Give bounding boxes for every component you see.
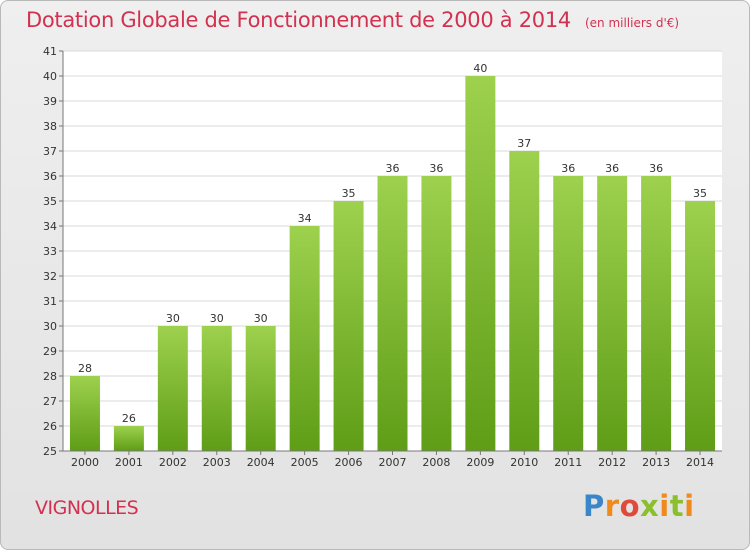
y-tick-label: 34 [43,220,57,233]
data-label: 30 [254,312,268,325]
y-tick-label: 39 [43,95,57,108]
data-label: 35 [342,187,356,200]
y-tick-label: 37 [43,145,57,158]
data-label: 30 [210,312,224,325]
x-tick-label: 2002 [159,456,187,469]
x-tick-label: 2005 [291,456,319,469]
y-tick-label: 32 [43,270,57,283]
y-tick-label: 35 [43,195,57,208]
x-tick-label: 2000 [71,456,99,469]
y-tick-label: 41 [43,45,57,58]
bar-2003 [201,326,232,451]
data-label: 40 [473,62,487,75]
data-label: 36 [386,162,400,175]
y-tick-label: 30 [43,320,57,333]
commune-name: VIGNOLLES [35,497,139,519]
data-label: 36 [429,162,443,175]
data-label: 26 [122,412,136,425]
proxiti-logo: Proxiti [583,489,695,523]
bar-2012 [597,176,628,451]
y-tick-label: 29 [43,345,57,358]
y-tick-label: 36 [43,170,57,183]
x-tick-label: 2011 [554,456,582,469]
x-tick-label: 2001 [115,456,143,469]
axes: 25 26 27 28 29 30 31 32 33 34 35 36 37 38 39 40 41 2000 20… [43,45,722,469]
data-label: 36 [561,162,575,175]
y-tick-label: 38 [43,120,57,133]
y-tick-label: 40 [43,70,57,83]
bars [69,76,716,451]
chart-title: Dotation Globale de Fonctionnement de 20… [26,8,680,32]
bar-2006 [333,201,364,451]
bar-2001 [113,426,144,451]
x-tick-label: 2003 [203,456,231,469]
y-tick-label: 27 [43,395,57,408]
x-tick-label: 2012 [598,456,626,469]
data-label: 30 [166,312,180,325]
data-label: 34 [298,212,312,225]
data-labels: 28 26 30 30 30 34 35 36 36 40 37 36 36 36 35 [78,62,707,425]
y-tick-label: 33 [43,245,57,258]
bar-2009 [465,76,496,451]
bar-2010 [509,151,540,451]
data-label: 28 [78,362,92,375]
bar-2008 [421,176,452,451]
y-tick-label: 31 [43,295,57,308]
y-tick-label: 25 [43,445,57,458]
bar-2007 [377,176,408,451]
x-tick-label: 2014 [686,456,714,469]
data-label: 36 [605,162,619,175]
chart-subtitle: (en milliers d'€) [584,16,680,30]
data-label: 37 [517,137,531,150]
data-label: 36 [649,162,663,175]
y-tick-label: 28 [43,370,57,383]
bar-2000 [69,376,100,451]
x-tick-label: 2004 [247,456,275,469]
x-tick-label: 2007 [379,456,407,469]
bar-2013 [641,176,672,451]
x-tick-label: 2006 [335,456,363,469]
bar-2011 [553,176,584,451]
x-tick-label: 2010 [510,456,538,469]
data-label: 35 [693,187,707,200]
bar-2002 [157,326,188,451]
x-tick-label: 2013 [642,456,670,469]
x-tick-label: 2009 [466,456,494,469]
x-tick-label: 2008 [422,456,450,469]
bar-2005 [289,226,320,451]
y-tick-label: 26 [43,420,57,433]
bar-2004 [245,326,276,451]
bar-2014 [685,201,716,451]
